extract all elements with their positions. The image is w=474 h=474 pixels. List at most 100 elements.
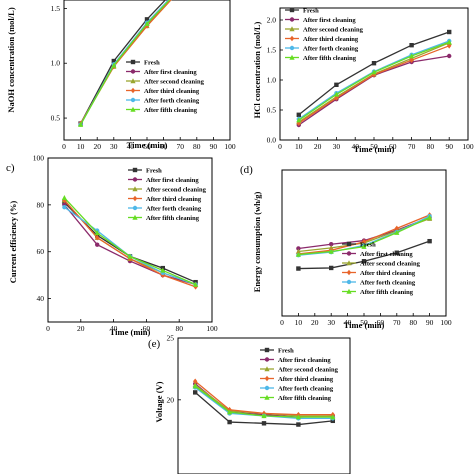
x-axis-label: Time (min)	[354, 144, 395, 154]
x-tick-label: 0	[280, 318, 284, 327]
x-tick-label: 100	[440, 318, 452, 327]
data-point	[330, 418, 335, 424]
y-axis-label: HCl concentration (mol/L)	[252, 21, 262, 118]
data-point	[227, 409, 233, 415]
legend-marker	[264, 366, 270, 372]
legend-b: Fresh After first cleaning After second cl…	[285, 7, 364, 62]
legend-entry: After fifth cleaning	[303, 55, 357, 62]
x-tick-label: 0	[46, 324, 50, 333]
legend-d: Fresh After first cleaning After second cl…	[342, 241, 421, 296]
data-point	[409, 57, 414, 63]
data-point	[409, 43, 414, 48]
data-point	[295, 414, 301, 420]
legend-marker	[289, 45, 295, 51]
legend-marker	[132, 177, 138, 182]
data-point	[394, 229, 400, 235]
data-point	[227, 419, 232, 425]
legend-marker	[346, 288, 352, 294]
legend-entry: After fifth cleaning	[144, 107, 198, 114]
data-point	[296, 112, 301, 117]
panel-b: 0 10 20 30 40 50 60 70 80 90 100 0.0 0.5 1.0 1.5 2.0 Tim…	[252, 7, 474, 154]
x-tick-label: 20	[314, 142, 322, 151]
data-point	[295, 251, 301, 257]
data-point	[127, 255, 133, 262]
legend-entry: After forth cleaning	[144, 97, 200, 104]
legend-entry: After forth cleaning	[303, 45, 359, 52]
x-tick-label: 20	[93, 142, 101, 151]
x-tick-label: 50	[370, 142, 378, 151]
legend-entry: Fresh	[360, 241, 376, 248]
data-point	[193, 281, 199, 287]
x-tick-label: 70	[408, 142, 416, 151]
y-tick-label: 1.5	[51, 4, 61, 13]
legend-marker	[346, 260, 352, 266]
legend-entry: After third cleaning	[144, 88, 200, 95]
legend-marker	[289, 26, 295, 32]
data-point	[144, 17, 150, 22]
series-line	[298, 55, 450, 126]
legend-entry: After second cleaning	[146, 186, 207, 193]
legend-marker	[130, 97, 136, 103]
data-point	[333, 91, 339, 97]
panel-label: (d)	[240, 164, 253, 176]
data-point	[111, 62, 117, 68]
x-tick-label: 0	[62, 142, 66, 151]
x-tick-label: 80	[409, 318, 417, 327]
x-tick-label: 40	[344, 318, 352, 327]
legend-entry: After forth cleaning	[146, 205, 202, 212]
x-tick-label: 40	[110, 324, 118, 333]
panel-e: 20 25 Voltage (V) (e) Fresh After first clean…	[148, 334, 351, 474]
data-point	[296, 422, 301, 427]
y-tick-label: 1.0	[267, 76, 277, 85]
data-point	[447, 53, 452, 59]
y-tick-label: 1.5	[267, 46, 277, 55]
legend-entry: After first cleaning	[360, 251, 413, 258]
legend-marker	[346, 241, 352, 247]
legend-marker	[264, 385, 270, 391]
y-tick-label: 40	[37, 294, 45, 303]
data-point	[329, 265, 334, 271]
y-axis-label: Energy consumption (wh/g)	[252, 192, 262, 293]
x-tick-label: 40	[351, 142, 359, 151]
legend-entry: After second cleaning	[360, 260, 421, 267]
legend-marker	[289, 7, 295, 13]
x-tick-label: 90	[426, 318, 434, 327]
x-tick-label: 100	[206, 324, 218, 333]
x-tick-label: 40	[127, 142, 135, 151]
legend-entry: After fifth cleaning	[360, 289, 414, 296]
legend-entry: After third cleaning	[303, 36, 359, 43]
legend-entry: Fresh	[146, 167, 162, 174]
legend-marker	[132, 214, 138, 220]
x-tick-label: 10	[295, 142, 303, 151]
x-tick-label: 80	[427, 142, 435, 151]
legend-marker	[346, 279, 352, 285]
legend-marker	[289, 17, 295, 22]
data-point	[62, 205, 67, 210]
data-point	[296, 266, 301, 271]
x-axis-label: Time (min)	[110, 327, 151, 337]
x-tick-label: 50	[360, 318, 368, 327]
x-tick-label: 20	[77, 324, 85, 333]
legend-marker	[130, 59, 136, 65]
data-point	[261, 421, 267, 426]
legend-e: Fresh After first cleaning After second cl…	[260, 347, 339, 402]
data-point	[296, 246, 301, 251]
legend-marker	[346, 269, 352, 276]
legend-entry: Fresh	[278, 347, 294, 354]
series-line	[63, 199, 196, 286]
y-tick-label: 20	[167, 395, 175, 404]
data-point	[361, 238, 367, 245]
data-point	[329, 242, 334, 247]
x-tick-label: 90	[210, 142, 218, 151]
legend-entry: After first cleaning	[144, 69, 197, 76]
x-tick-label: 30	[327, 318, 335, 327]
legend-marker	[264, 394, 270, 400]
data-point	[371, 69, 377, 75]
legend-entry: After second cleaning	[303, 26, 364, 33]
panel-a: 0 10 20 30 40 50 60 70 80 90 100 0.5 1.0 1.5 Time (min…	[6, 0, 236, 151]
y-tick-label: 1.0	[51, 59, 61, 68]
y-tick-label: 0.0	[267, 136, 277, 145]
y-tick-label: 0.5	[267, 106, 277, 115]
data-point	[328, 248, 334, 254]
